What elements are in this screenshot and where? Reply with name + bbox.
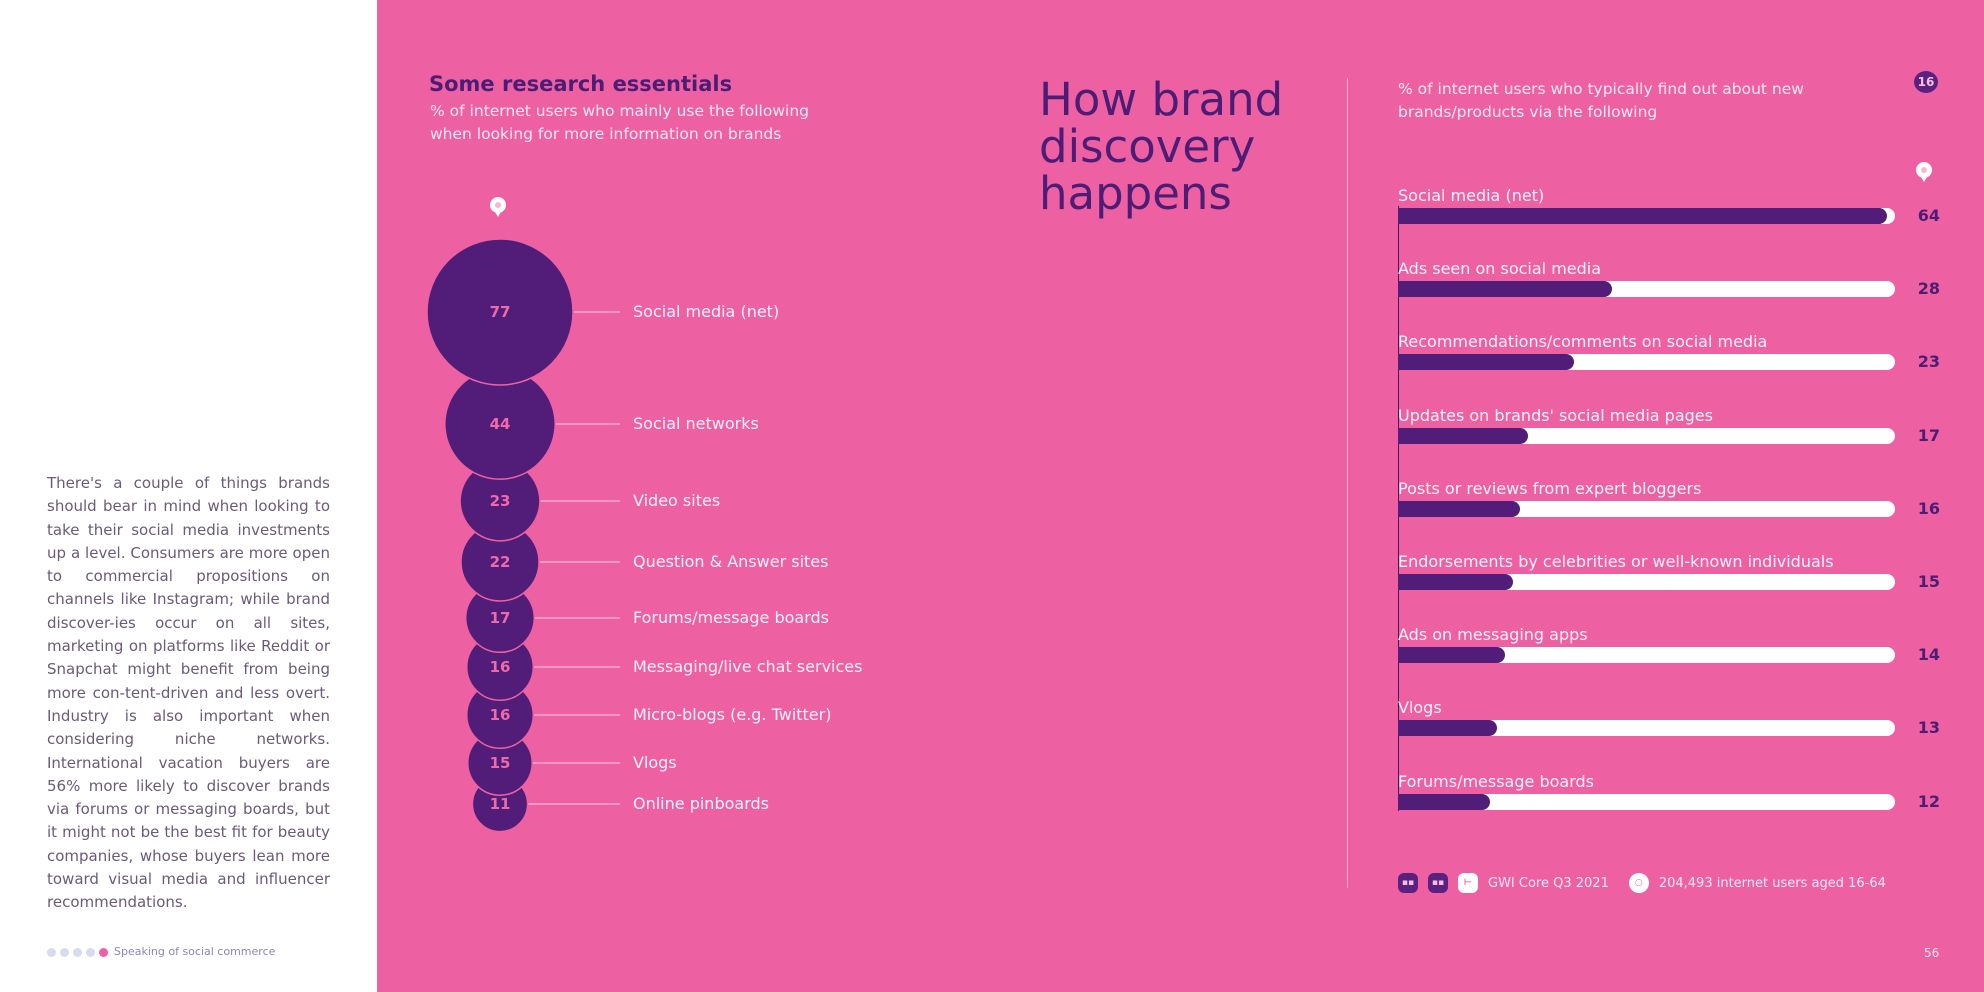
bubble-value: 15	[490, 754, 511, 772]
bar-label: Updates on brands' social media pages	[1398, 405, 1713, 425]
page-dot	[86, 948, 95, 957]
bar-value: 16	[1917, 498, 1940, 518]
page-dot	[60, 948, 69, 957]
page-dot-active	[99, 948, 108, 957]
bar-track	[1398, 427, 1895, 444]
base-text: 204,493 internet users aged 16-64	[1658, 875, 1886, 891]
bar-value: 28	[1917, 279, 1940, 299]
bubble-label: Question & Answer sites	[633, 552, 829, 571]
bubble-value: 23	[490, 492, 511, 510]
bar-fill	[1398, 281, 1612, 298]
bar-track	[1398, 281, 1895, 298]
bubble	[426, 238, 574, 386]
bar-track	[1398, 574, 1895, 590]
page-title: How brand discovery happens	[1039, 73, 1284, 220]
chart2-subtitle: % of internet users who typically find o…	[1398, 80, 1804, 121]
bar-track	[1398, 500, 1895, 517]
bar-fill	[1398, 208, 1887, 224]
bubble-label: Micro-blogs (e.g. Twitter)	[633, 705, 832, 724]
chart1-subtitle: % of internet users who mainly use the f…	[430, 102, 809, 143]
bar-fill	[1398, 720, 1497, 737]
bubble-label: Video sites	[633, 491, 721, 510]
person-icon	[490, 197, 506, 217]
bar-fill	[1398, 574, 1513, 590]
bubble-label: Forums/message boards	[633, 608, 829, 627]
bar-label: Social media (net)	[1398, 186, 1545, 205]
page-dot	[73, 948, 82, 957]
bar-value: 12	[1917, 791, 1940, 811]
bar-value: 17	[1917, 425, 1940, 445]
bar-fill	[1398, 427, 1528, 444]
bar-label: Ads seen on social media	[1398, 259, 1602, 279]
bar-fill	[1398, 647, 1505, 664]
bar-track	[1398, 793, 1895, 810]
bubble-value: 77	[490, 303, 511, 321]
bubble-value: 17	[490, 609, 511, 627]
bubble-label: Online pinboards	[633, 794, 769, 813]
chart-icon: ▪▪	[1398, 873, 1418, 893]
bar-track	[1398, 647, 1895, 664]
source-text: GWI Core Q3 2021	[1488, 875, 1609, 891]
bar-label: Vlogs	[1398, 698, 1442, 718]
base-icon: ○	[1628, 873, 1649, 893]
chart1-title: Some research essentials	[429, 72, 733, 96]
bar-label: Recommendations/comments on social media	[1398, 332, 1768, 352]
bar-track	[1398, 354, 1895, 371]
left-panel: There's a couple of things brands should…	[0, 0, 377, 992]
bar-fill	[1398, 793, 1490, 810]
body-text: There's a couple of things brands should…	[47, 474, 330, 912]
bubble-value: 44	[490, 415, 511, 433]
bar-label: Posts or reviews from expert bloggers	[1398, 478, 1702, 498]
chart-icon: ▪▪	[1428, 873, 1448, 893]
bubble-value: 22	[490, 553, 511, 571]
page-dot	[47, 948, 56, 957]
bubble-label: Messaging/live chat services	[633, 657, 863, 676]
footer-label: Speaking of social commerce	[114, 945, 276, 958]
bar-value: 15	[1917, 572, 1940, 591]
bar-fill	[1398, 354, 1574, 371]
bubble-value: 16	[490, 658, 511, 676]
bar-label: Endorsements by celebrities or well-know…	[1398, 552, 1834, 571]
bar-label: Ads on messaging apps	[1398, 625, 1588, 645]
pink-background	[377, 0, 1984, 992]
person-icon	[1916, 162, 1932, 182]
bar-label: Forums/message boards	[1398, 771, 1594, 791]
source-icon: ⊢	[1458, 873, 1478, 893]
page-number: 56	[1924, 946, 1940, 960]
bar-value: 64	[1917, 206, 1940, 225]
bubble-value: 16	[490, 706, 511, 724]
bubble-label: Social media (net)	[633, 302, 780, 321]
bar-value: 13	[1917, 718, 1940, 738]
page-dots	[47, 948, 108, 957]
bar-track	[1398, 720, 1895, 737]
bar-value: 14	[1917, 645, 1940, 665]
bar-track	[1398, 208, 1895, 224]
bubble-chart: 11 15 16 16 17 22 23 44 77	[426, 238, 620, 833]
bar-value: 23	[1917, 352, 1940, 372]
source-row: ▪▪ ▪▪ ⊢ GWI Core Q3 2021 ○ 204,493 inter…	[1398, 873, 1886, 893]
divider-line	[1347, 78, 1348, 888]
bar-fill	[1398, 500, 1520, 517]
bubble-value: 11	[490, 795, 511, 813]
bubble-label: Vlogs	[633, 753, 677, 772]
bubble-label: Social networks	[633, 414, 759, 433]
page-badge: 16	[1914, 71, 1938, 93]
